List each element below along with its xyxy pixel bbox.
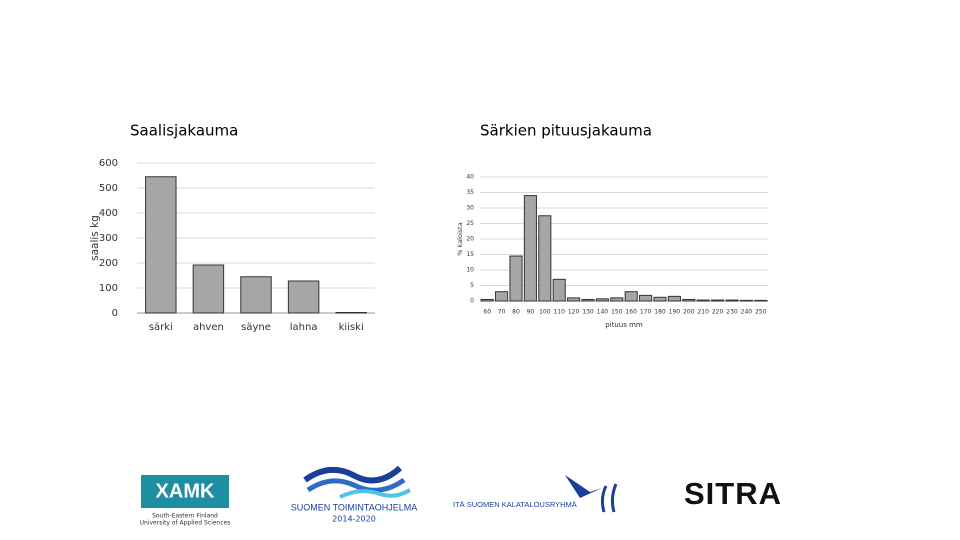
bar <box>287 280 320 314</box>
x-tick-label: 210 <box>697 309 709 316</box>
x-tick-label: 160 <box>625 309 637 316</box>
x-tick-label: 110 <box>553 309 565 316</box>
bar <box>682 298 696 302</box>
x-tick-label: 240 <box>741 309 753 316</box>
x-tick-label: 120 <box>568 309 580 316</box>
y-tick-label: 400 <box>99 208 118 219</box>
y-tick-label: 5 <box>470 282 474 289</box>
x-tick-label: 200 <box>683 309 695 316</box>
bar <box>725 299 739 302</box>
sitra-logo: SITRA <box>684 476 782 511</box>
x-tick-label: 230 <box>726 309 738 316</box>
x-tick-label: 170 <box>640 309 652 316</box>
y-tick-label: 40 <box>466 174 474 181</box>
x-tick-label: 90 <box>527 309 535 316</box>
bar <box>639 294 653 302</box>
xamk-subtext: South-Eastern Finland <box>152 513 218 520</box>
group-logo: ITÄ SUOMEN KALATALOUSRYHMÄ <box>453 475 618 513</box>
bar <box>624 291 638 302</box>
xamk-badge <box>141 475 229 508</box>
y-tick-label: 300 <box>99 233 118 244</box>
y-tick-label: 25 <box>466 220 474 227</box>
bar <box>552 278 566 302</box>
program-text: SUOMEN TOIMINTAOHJELMA <box>291 502 418 512</box>
bar <box>192 264 225 314</box>
xamk-logo: XAMK South-Eastern Finland University of… <box>140 475 231 527</box>
y-tick-label: 30 <box>466 205 474 212</box>
y-tick-label: 100 <box>99 283 118 294</box>
program-years: 2014-2020 <box>332 515 376 524</box>
y-tick-label: 200 <box>99 258 118 269</box>
bar <box>595 298 609 302</box>
bar <box>653 296 667 302</box>
bar <box>696 299 710 302</box>
y-tick-label: 0 <box>470 298 474 305</box>
y-tick-label: 0 <box>112 308 118 319</box>
x-tick-label: 60 <box>483 309 491 316</box>
xamk-subtext: University of Applied Sciences <box>140 520 231 527</box>
x-tick-label: 150 <box>611 309 623 316</box>
x-tick-label: 190 <box>669 309 681 316</box>
x-tick-label: ahven <box>193 322 224 333</box>
x-tick-label: säyne <box>241 322 271 333</box>
y-tick-label: 15 <box>466 251 474 258</box>
bar <box>754 299 768 302</box>
y-axis-label: % kaloista <box>456 222 464 255</box>
bar <box>495 291 509 302</box>
y-tick-label: 500 <box>99 183 118 194</box>
x-tick-label: 130 <box>582 309 594 316</box>
bird <box>565 475 602 498</box>
x-tick-label: 180 <box>654 309 666 316</box>
x-tick-label: kiiski <box>339 322 364 333</box>
x-tick-label: 140 <box>597 309 609 316</box>
y-axis-label: saalis kg <box>89 215 101 261</box>
x-axis-label: pituus mm <box>605 321 643 329</box>
reeds <box>600 483 618 513</box>
bar <box>711 299 725 302</box>
chart-title: Särkien pituusjakauma <box>480 122 652 140</box>
y-tick-label: 10 <box>466 267 474 274</box>
bar <box>335 312 367 314</box>
x-tick-label: 80 <box>512 309 520 316</box>
wave <box>339 488 412 499</box>
bar <box>581 298 595 302</box>
x-tick-label: 100 <box>539 309 551 316</box>
xamk-text: XAMK <box>156 480 215 502</box>
y-tick-label: 20 <box>466 236 474 243</box>
bar <box>145 176 177 314</box>
wave <box>303 465 403 484</box>
x-tick-label: 70 <box>498 309 506 316</box>
chart-title: Saalisjakauma <box>130 122 238 140</box>
y-tick-label: 600 <box>99 158 118 169</box>
wave <box>306 477 406 493</box>
bar <box>739 299 753 302</box>
bar <box>509 255 523 302</box>
bar <box>567 297 581 302</box>
program-logo: SUOMEN TOIMINTAOHJELMA 2014-2020 <box>291 465 418 524</box>
x-tick-label: särki <box>149 322 173 333</box>
group-text: ITÄ SUOMEN KALATALOUSRYHMÄ <box>453 500 577 509</box>
bar <box>667 295 681 302</box>
bar <box>240 276 272 314</box>
x-tick-label: 220 <box>712 309 724 316</box>
x-tick-label: 250 <box>755 309 767 316</box>
bar <box>538 215 552 302</box>
bar <box>610 297 624 302</box>
x-tick-label: lahna <box>290 322 318 333</box>
bar <box>480 298 494 302</box>
y-tick-label: 35 <box>466 189 474 196</box>
bar <box>523 195 537 302</box>
